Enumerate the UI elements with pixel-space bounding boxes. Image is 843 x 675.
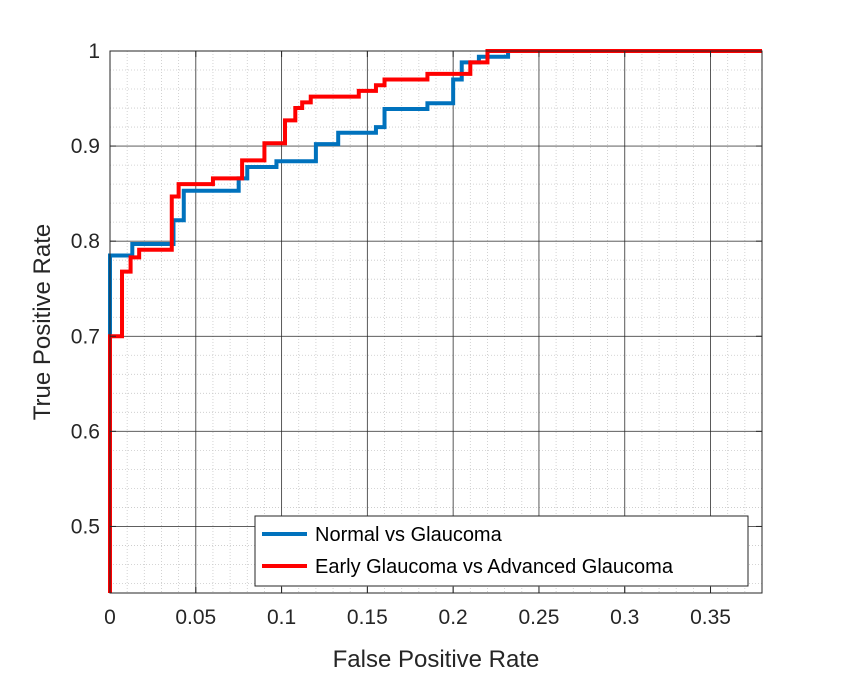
y-tick-labels: 0.5 0.6 0.7 0.8 0.9 1	[71, 40, 100, 538]
y-tick-label: 0.8	[71, 230, 100, 253]
y-tick-label: 1	[88, 40, 100, 63]
x-tick-label: 0.2	[439, 606, 468, 629]
x-tick-label: 0.05	[175, 606, 216, 629]
legend-box	[254, 515, 749, 587]
y-axis-title: True Positive Rate	[29, 224, 56, 421]
y-tick-label: 0.5	[71, 515, 100, 538]
y-tick-label: 0.9	[71, 135, 100, 158]
minor-grid	[110, 51, 763, 593]
x-tick-label: 0.25	[519, 606, 560, 629]
x-tick-label: 0.15	[347, 606, 388, 629]
legend-label-early-vs-advanced-glaucoma: Early Glaucoma vs Advanced Glaucoma	[315, 556, 674, 578]
x-tick-label: 0.1	[267, 606, 296, 629]
y-tick-label: 0.6	[71, 420, 100, 443]
x-tick-label: 0.3	[610, 606, 639, 629]
x-axis-title: False Positive Rate	[333, 646, 540, 673]
legend-label-normal-vs-glaucoma: Normal vs Glaucoma	[315, 524, 503, 546]
series-layer	[108, 49, 762, 593]
x-tick-label: 0.35	[690, 606, 731, 629]
series-line-early-glaucoma-vs-advanced-glaucoma	[108, 49, 762, 593]
legend: Normal vs Glaucoma Early Glaucoma vs Adv…	[254, 515, 749, 587]
x-tick-labels: 0 0.05 0.1 0.15 0.2 0.25 0.3 0.35	[104, 606, 731, 629]
plot-frame	[109, 50, 763, 594]
y-tick-label: 0.7	[71, 325, 100, 348]
x-tick-label: 0	[104, 606, 116, 629]
series-line-normal-vs-glaucoma	[108, 51, 511, 337]
ticks-layer	[109, 50, 762, 593]
